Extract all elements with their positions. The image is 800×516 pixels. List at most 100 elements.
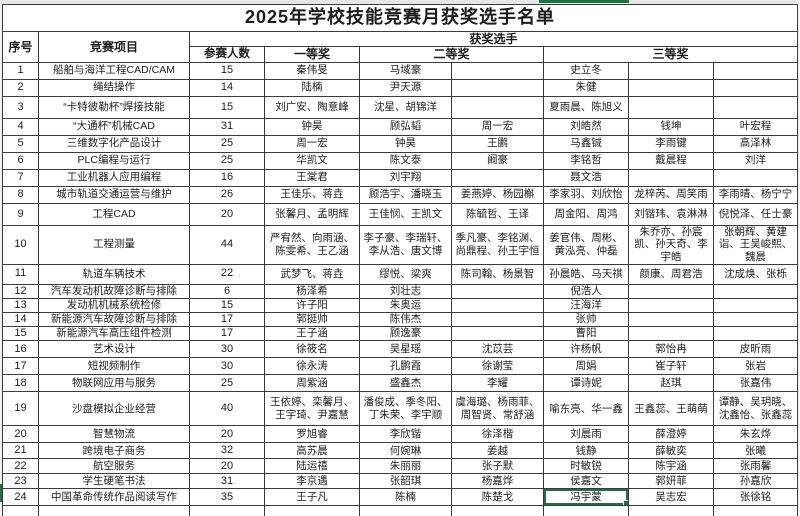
third-prize-cell[interactable]: 张朝辉、黄建诣、王吴峻熙、魏晨 bbox=[712, 224, 799, 265]
second-prize-cell[interactable]: 钟昊 bbox=[359, 134, 452, 153]
second-prize-cell[interactable]: 潘俊成、季冬阳、丁朱荣、李宇顺 bbox=[359, 391, 452, 427]
third-prize-cell[interactable]: 刘洋 bbox=[712, 151, 799, 170]
third-prize-cell[interactable]: 刘皓然 bbox=[543, 117, 629, 136]
third-prize-cell[interactable] bbox=[628, 326, 714, 342]
third-prize-cell[interactable] bbox=[628, 297, 714, 313]
second-prize-cell[interactable]: 孔鹏霞 bbox=[359, 357, 452, 376]
row-number-cell[interactable]: 13 bbox=[2, 297, 39, 313]
participants-cell[interactable]: 32 bbox=[189, 442, 265, 460]
project-cell[interactable]: 发动机机械系统检修 bbox=[38, 297, 190, 313]
participants-cell[interactable]: 31 bbox=[189, 117, 265, 136]
second-prize-cell[interactable]: 盛鑫杰 bbox=[359, 374, 452, 393]
second-prize-cell[interactable] bbox=[451, 95, 544, 119]
second-prize-cell[interactable]: 王佳悯、王凯文 bbox=[359, 202, 452, 226]
first-prize-cell[interactable]: 王棠君 bbox=[264, 168, 360, 187]
third-prize-cell[interactable]: 孙嘉欣 bbox=[712, 473, 799, 490]
participants-cell[interactable]: 35 bbox=[189, 488, 265, 507]
third-prize-cell[interactable] bbox=[712, 326, 799, 342]
row-number-cell[interactable]: 7 bbox=[2, 168, 39, 187]
first-prize-cell[interactable]: 高苏晨 bbox=[264, 442, 360, 460]
third-prize-cell[interactable]: 周娟 bbox=[543, 357, 629, 376]
empty-cell[interactable] bbox=[628, 505, 714, 516]
third-prize-cell[interactable] bbox=[628, 95, 714, 119]
second-prize-cell[interactable]: 沈星、胡锦洋 bbox=[359, 95, 452, 119]
project-cell[interactable]: 汽车发动机故障诊断与排除 bbox=[38, 283, 190, 299]
third-prize-cell[interactable] bbox=[712, 78, 799, 97]
second-prize-cell[interactable]: 陈伟杰 bbox=[359, 311, 452, 328]
row-number-cell[interactable]: 24 bbox=[2, 488, 39, 507]
second-prize-cell[interactable] bbox=[451, 311, 544, 328]
header-winners-group[interactable]: 获奖选手 bbox=[188, 30, 799, 48]
third-prize-cell[interactable]: 张帅 bbox=[543, 311, 629, 328]
empty-cell[interactable] bbox=[359, 505, 452, 516]
third-prize-cell[interactable]: 周金阳、周鸿 bbox=[543, 202, 629, 226]
row-number-cell[interactable]: 5 bbox=[2, 134, 39, 153]
third-prize-cell[interactable]: 沈成焕、张栎 bbox=[712, 263, 799, 285]
third-prize-cell[interactable]: 谭诗妮 bbox=[543, 374, 629, 393]
first-prize-cell[interactable]: 刘广安、陶意峰 bbox=[264, 95, 360, 119]
row-number-cell[interactable]: 1 bbox=[2, 61, 39, 80]
third-prize-cell[interactable]: 张雨馨 bbox=[712, 458, 799, 475]
second-prize-cell[interactable]: 周一宏 bbox=[451, 117, 544, 136]
row-number-cell[interactable]: 23 bbox=[2, 473, 39, 490]
project-cell[interactable]: 物联网应用与服务 bbox=[38, 374, 190, 393]
row-number-cell[interactable]: 4 bbox=[2, 117, 39, 136]
third-prize-cell[interactable]: 李雨晴、杨宁宁 bbox=[712, 185, 799, 204]
row-number-cell[interactable]: 15 bbox=[2, 326, 39, 342]
third-prize-cell[interactable]: 钱静 bbox=[543, 442, 629, 460]
second-prize-cell[interactable]: 姜燕婷、杨园槲 bbox=[451, 185, 544, 204]
second-prize-cell[interactable]: 李子豪、李瑞轩、李从浩、唐文博 bbox=[359, 224, 452, 265]
second-prize-cell[interactable]: 李欣锴 bbox=[359, 425, 452, 444]
first-prize-cell[interactable]: 武梦飞、蒋垚 bbox=[264, 263, 360, 285]
second-prize-cell[interactable] bbox=[451, 61, 544, 80]
third-prize-cell[interactable]: 高泽林 bbox=[712, 134, 799, 153]
third-prize-cell[interactable] bbox=[628, 61, 714, 80]
second-prize-cell[interactable]: 陈楠 bbox=[359, 488, 452, 507]
first-prize-cell[interactable]: 徐筱名 bbox=[264, 340, 360, 359]
second-prize-cell[interactable]: 刘宇翔 bbox=[359, 168, 452, 187]
second-prize-cell[interactable] bbox=[451, 78, 544, 97]
row-number-cell[interactable]: 22 bbox=[2, 458, 39, 475]
third-prize-cell[interactable]: 孙晨皓、马天祺 bbox=[543, 263, 629, 285]
participants-cell[interactable]: 17 bbox=[189, 326, 265, 342]
third-prize-cell[interactable]: 马鑫铖 bbox=[543, 134, 629, 153]
third-prize-cell[interactable]: 时敏锐 bbox=[543, 458, 629, 475]
second-prize-cell[interactable]: 李耀 bbox=[451, 374, 544, 393]
first-prize-cell[interactable]: 王佳乐、蒋垚 bbox=[264, 185, 360, 204]
third-prize-cell[interactable]: 汪海洋 bbox=[543, 297, 629, 313]
project-cell[interactable]: 三维数字化产品设计 bbox=[38, 134, 190, 153]
third-prize-cell[interactable]: 张曦 bbox=[712, 442, 799, 460]
project-cell[interactable]: “卡特彼勒杯”焊接技能 bbox=[38, 95, 190, 119]
second-prize-cell[interactable]: 马域豪 bbox=[359, 61, 452, 80]
third-prize-cell[interactable]: 吴志宏 bbox=[628, 488, 714, 507]
second-prize-cell[interactable]: 阚豪 bbox=[451, 151, 544, 170]
third-prize-cell[interactable]: 李家羽、刘欣怡 bbox=[543, 185, 629, 204]
project-cell[interactable]: 学生硬笔书法 bbox=[38, 473, 190, 490]
second-prize-cell[interactable]: 顾浩宇、潘晓玉 bbox=[359, 185, 452, 204]
header-first-prize[interactable]: 一等奖 bbox=[264, 46, 360, 63]
header-participants[interactable]: 参赛人数 bbox=[189, 46, 265, 63]
empty-cell[interactable] bbox=[543, 505, 629, 516]
third-prize-cell[interactable]: 姜官伟、周彬、黄泓亮、仲磊 bbox=[543, 224, 629, 265]
participants-cell[interactable]: 6 bbox=[189, 283, 265, 299]
header-second-prize[interactable]: 二等奖 bbox=[359, 46, 544, 63]
first-prize-cell[interactable]: 李京遇 bbox=[264, 473, 360, 490]
third-prize-cell[interactable]: 夏雨晨、陈旭义 bbox=[543, 95, 629, 119]
third-prize-cell[interactable] bbox=[712, 297, 799, 313]
first-prize-cell[interactable]: 杨泽希 bbox=[264, 283, 360, 299]
first-prize-cell[interactable]: 王依婷、栾馨月、王宇琦、尹嘉慧 bbox=[264, 391, 360, 427]
participants-cell[interactable]: 20 bbox=[189, 202, 265, 226]
first-prize-cell[interactable]: 周一宏 bbox=[264, 134, 360, 153]
first-prize-cell[interactable]: 陆楠 bbox=[264, 78, 360, 97]
selected-cell[interactable]: 冯宇蒙 bbox=[543, 488, 629, 507]
second-prize-cell[interactable]: 刘壮志 bbox=[359, 283, 452, 299]
participants-cell[interactable]: 25 bbox=[189, 374, 265, 393]
third-prize-cell[interactable]: 郭怡冉 bbox=[628, 340, 714, 359]
participants-cell[interactable]: 40 bbox=[189, 391, 265, 427]
third-prize-cell[interactable]: 倪浩人 bbox=[543, 283, 629, 299]
second-prize-cell[interactable]: 何婉琳 bbox=[359, 442, 452, 460]
third-prize-cell[interactable]: 朱健 bbox=[543, 78, 629, 97]
project-cell[interactable]: 艺术设计 bbox=[38, 340, 190, 359]
first-prize-cell[interactable]: 秦伟旻 bbox=[264, 61, 360, 80]
second-prize-cell[interactable]: 沈苡芸 bbox=[451, 340, 544, 359]
